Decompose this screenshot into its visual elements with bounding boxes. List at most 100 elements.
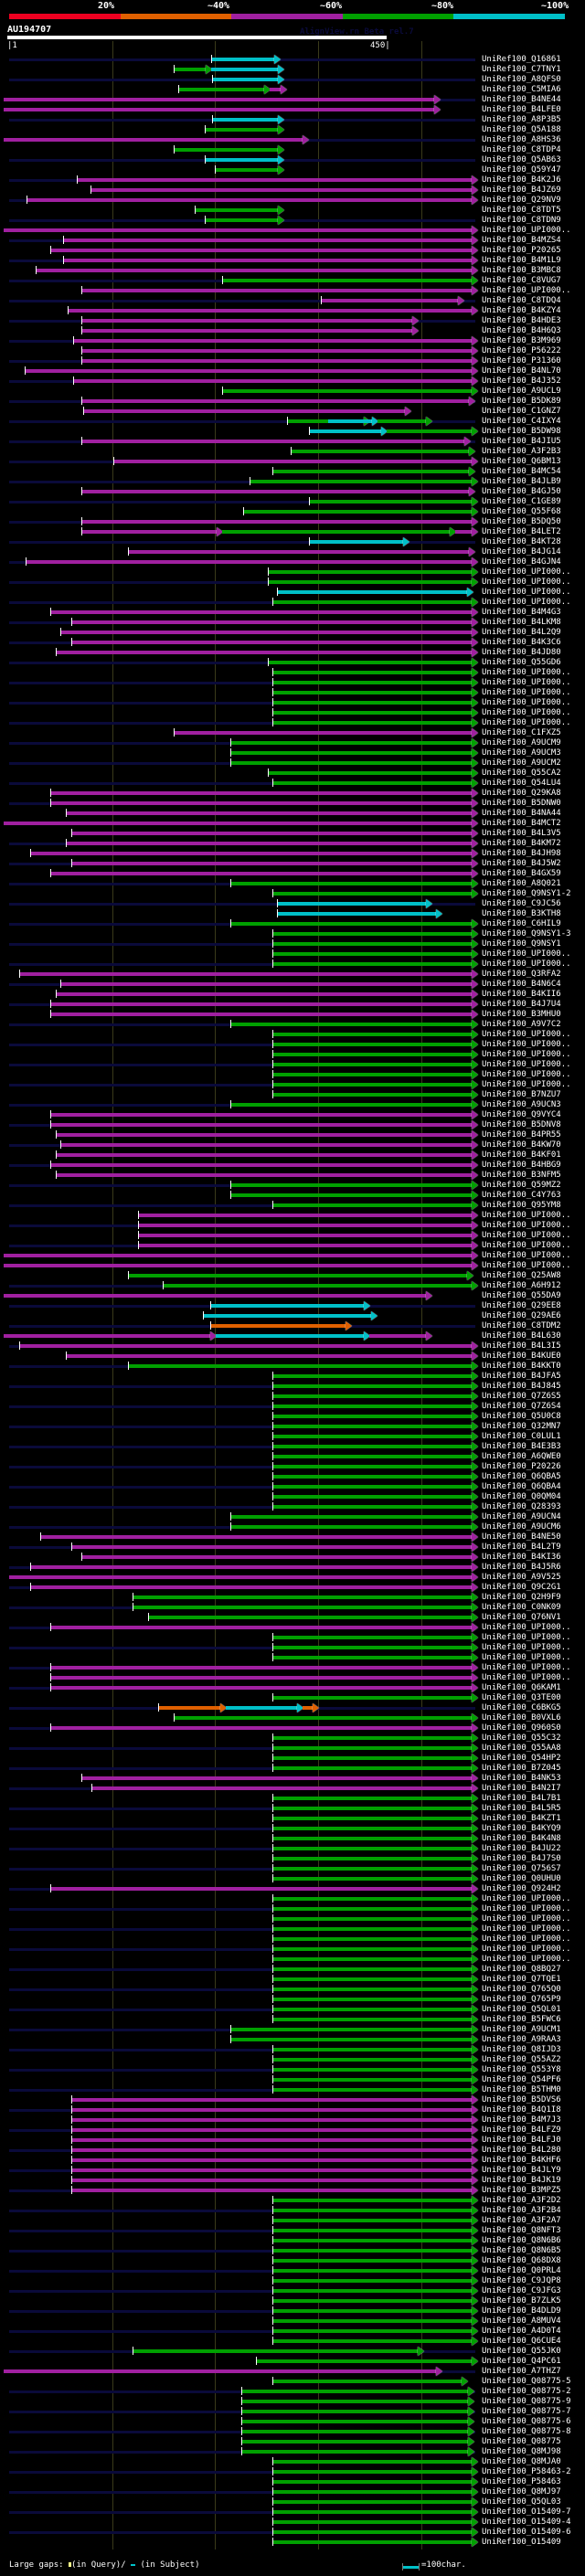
hit-label[interactable]: UniRef100_B4K4N8 bbox=[482, 1834, 561, 1843]
hit-row[interactable]: UniRef100_UPI000.. bbox=[0, 567, 585, 578]
hit-row[interactable]: UniRef100_UPI000.. bbox=[0, 1261, 585, 1271]
alignment-segment-green[interactable] bbox=[272, 2259, 472, 2263]
alignment-segment-purple[interactable] bbox=[4, 108, 434, 111]
hit-label[interactable]: UniRef100_UPI000.. bbox=[482, 1663, 571, 1672]
alignment-segment-purple[interactable] bbox=[62, 239, 472, 242]
hit-label[interactable]: UniRef100_B4J5W2 bbox=[482, 859, 561, 868]
hit-label[interactable]: UniRef100_B4KF01 bbox=[482, 1150, 561, 1160]
hit-label[interactable]: UniRef100_B4L280 bbox=[482, 2146, 561, 2155]
alignment-segment-green[interactable] bbox=[272, 2490, 472, 2494]
alignment-segment-purple[interactable] bbox=[80, 440, 464, 443]
hit-label[interactable]: UniRef100_A9RAA3 bbox=[482, 2035, 561, 2044]
hit-label[interactable]: UniRef100_UPI000.. bbox=[482, 688, 571, 697]
alignment-segment-green[interactable] bbox=[272, 1897, 472, 1901]
alignment-segment-purple[interactable] bbox=[70, 2108, 472, 2112]
alignment-segment-cyan[interactable] bbox=[211, 118, 278, 122]
hit-label[interactable]: UniRef100_B4LET2 bbox=[482, 527, 561, 536]
alignment-segment-green[interactable] bbox=[272, 671, 472, 674]
hit-row[interactable]: UniRef100_Q59MZ2 bbox=[0, 1181, 585, 1191]
alignment-segment-purple[interactable] bbox=[270, 88, 282, 91]
hit-label[interactable]: UniRef100_UPI000.. bbox=[482, 1060, 571, 1069]
alignment-segment-purple[interactable] bbox=[127, 550, 470, 554]
hit-row[interactable]: UniRef100_A9UCN4 bbox=[0, 1512, 585, 1522]
hit-row[interactable]: UniRef100_Q08775 bbox=[0, 2437, 585, 2447]
hit-row[interactable]: UniRef100_B4M1L9 bbox=[0, 256, 585, 266]
alignment-segment-purple[interactable] bbox=[80, 1776, 472, 1780]
hit-label[interactable]: UniRef100_Q95YM8 bbox=[482, 1201, 561, 1210]
hit-label[interactable]: UniRef100_Q59MZ2 bbox=[482, 1181, 561, 1190]
hit-row[interactable]: UniRef100_B4L7B1 bbox=[0, 1794, 585, 1804]
hit-row[interactable]: UniRef100_Q55AA8 bbox=[0, 1744, 585, 1754]
hit-label[interactable]: UniRef100_B3MPZ5 bbox=[482, 2186, 561, 2195]
alignment-segment-green[interactable] bbox=[272, 2480, 472, 2484]
hit-label[interactable]: UniRef100_A4D0T4 bbox=[482, 2327, 561, 2336]
alignment-segment-purple[interactable] bbox=[80, 349, 472, 353]
hit-row[interactable]: UniRef100_A9UCM3 bbox=[0, 748, 585, 758]
alignment-segment-green[interactable] bbox=[387, 429, 472, 433]
alignment-segment-green[interactable] bbox=[272, 2209, 472, 2212]
hit-row[interactable]: UniRef100_B4MZS4 bbox=[0, 236, 585, 246]
hit-label[interactable]: UniRef100_B4GJN4 bbox=[482, 557, 561, 567]
hit-row[interactable]: UniRef100_Q960S0 bbox=[0, 1723, 585, 1733]
alignment-segment-green[interactable] bbox=[272, 2018, 472, 2021]
hit-row[interactable]: UniRef100_B4L280 bbox=[0, 2146, 585, 2156]
hit-row[interactable]: UniRef100_O15409-7 bbox=[0, 2507, 585, 2518]
hit-row[interactable]: UniRef100_Q6CUE4 bbox=[0, 2337, 585, 2347]
alignment-segment-green[interactable] bbox=[272, 781, 472, 785]
hit-label[interactable]: UniRef100_Q0UHU0 bbox=[482, 1874, 561, 1883]
hit-label[interactable]: UniRef100_B4PR55 bbox=[482, 1130, 561, 1140]
hit-label[interactable]: UniRef100_B4NA44 bbox=[482, 809, 561, 818]
hit-label[interactable]: UniRef100_Q6CUE4 bbox=[482, 2337, 561, 2346]
alignment-segment-green[interactable] bbox=[272, 1807, 472, 1810]
hit-label[interactable]: UniRef100_Q2H9F9 bbox=[482, 1593, 561, 1602]
alignment-segment-purple[interactable] bbox=[50, 1726, 472, 1730]
hit-row[interactable]: UniRef100_Q55CA2 bbox=[0, 769, 585, 779]
hit-row[interactable]: UniRef100_C9JQP8 bbox=[0, 2276, 585, 2286]
hit-label[interactable]: UniRef100_UPI000.. bbox=[482, 698, 571, 707]
hit-row[interactable]: UniRef100_UPI000.. bbox=[0, 1914, 585, 1924]
hit-label[interactable]: UniRef100_A7THZ7 bbox=[482, 2367, 561, 2376]
hit-label[interactable]: UniRef100_B4N2I7 bbox=[482, 1784, 561, 1793]
alignment-segment-green[interactable] bbox=[272, 962, 472, 966]
hit-label[interactable]: UniRef100_C6HIL9 bbox=[482, 919, 561, 928]
hit-row[interactable]: UniRef100_UPI000.. bbox=[0, 1070, 585, 1080]
hit-label[interactable]: UniRef100_UPI000.. bbox=[482, 1955, 571, 1964]
hit-label[interactable]: UniRef100_UPI000.. bbox=[482, 949, 571, 959]
hit-row[interactable]: UniRef100_Q54LU4 bbox=[0, 779, 585, 789]
hit-row[interactable]: UniRef100_Q25AW8 bbox=[0, 1271, 585, 1281]
hit-row[interactable]: UniRef100_A3F2B4 bbox=[0, 2206, 585, 2216]
alignment-segment-green[interactable] bbox=[272, 1927, 472, 1931]
hit-row[interactable]: UniRef100_A3F2B3 bbox=[0, 447, 585, 457]
hit-label[interactable]: UniRef100_Q8MJ97 bbox=[482, 2487, 561, 2496]
hit-row[interactable]: UniRef100_B4LFZ9 bbox=[0, 2125, 585, 2136]
hit-label[interactable]: UniRef100_Q0QM04 bbox=[482, 1492, 561, 1501]
alignment-segment-purple[interactable] bbox=[29, 1585, 472, 1589]
alignment-segment-green[interactable] bbox=[272, 1857, 472, 1860]
alignment-segment-green[interactable] bbox=[272, 1797, 472, 1800]
hit-row[interactable]: UniRef100_UPI000.. bbox=[0, 226, 585, 236]
alignment-segment-green[interactable] bbox=[230, 751, 472, 755]
alignment-segment-purple[interactable] bbox=[174, 731, 472, 735]
alignment-segment-green[interactable] bbox=[272, 1203, 472, 1207]
hit-label[interactable]: UniRef100_B4L2T9 bbox=[482, 1542, 561, 1552]
alignment-segment-green[interactable] bbox=[272, 2058, 472, 2062]
alignment-segment-green[interactable] bbox=[272, 1847, 472, 1850]
alignment-segment-purple[interactable] bbox=[9, 1575, 472, 1579]
alignment-segment-purple[interactable] bbox=[70, 620, 472, 624]
hit-row[interactable]: UniRef100_B5DVS6 bbox=[0, 2095, 585, 2105]
hit-row[interactable]: UniRef100_UPI000.. bbox=[0, 1653, 585, 1663]
alignment-segment-green[interactable] bbox=[240, 2440, 469, 2443]
hit-row[interactable]: UniRef100_B4KZT1 bbox=[0, 1814, 585, 1824]
hit-label[interactable]: UniRef100_UPI000.. bbox=[482, 1945, 571, 1954]
alignment-segment-purple[interactable] bbox=[50, 1676, 472, 1680]
hit-label[interactable]: UniRef100_B3KTH8 bbox=[482, 909, 561, 918]
hit-label[interactable]: UniRef100_Q08775-9 bbox=[482, 2397, 571, 2406]
alignment-segment-purple[interactable] bbox=[90, 188, 472, 192]
hit-label[interactable]: UniRef100_C0LUL1 bbox=[482, 1432, 561, 1441]
hit-label[interactable]: UniRef100_C9JQP8 bbox=[482, 2276, 561, 2285]
alignment-segment-purple[interactable] bbox=[50, 872, 472, 875]
alignment-segment-purple[interactable] bbox=[50, 1163, 472, 1167]
hit-label[interactable]: UniRef100_UPI000.. bbox=[482, 567, 571, 577]
hit-label[interactable]: UniRef100_O15409-7 bbox=[482, 2507, 571, 2517]
hit-row[interactable]: UniRef100_Q7Z6S5 bbox=[0, 1392, 585, 1402]
